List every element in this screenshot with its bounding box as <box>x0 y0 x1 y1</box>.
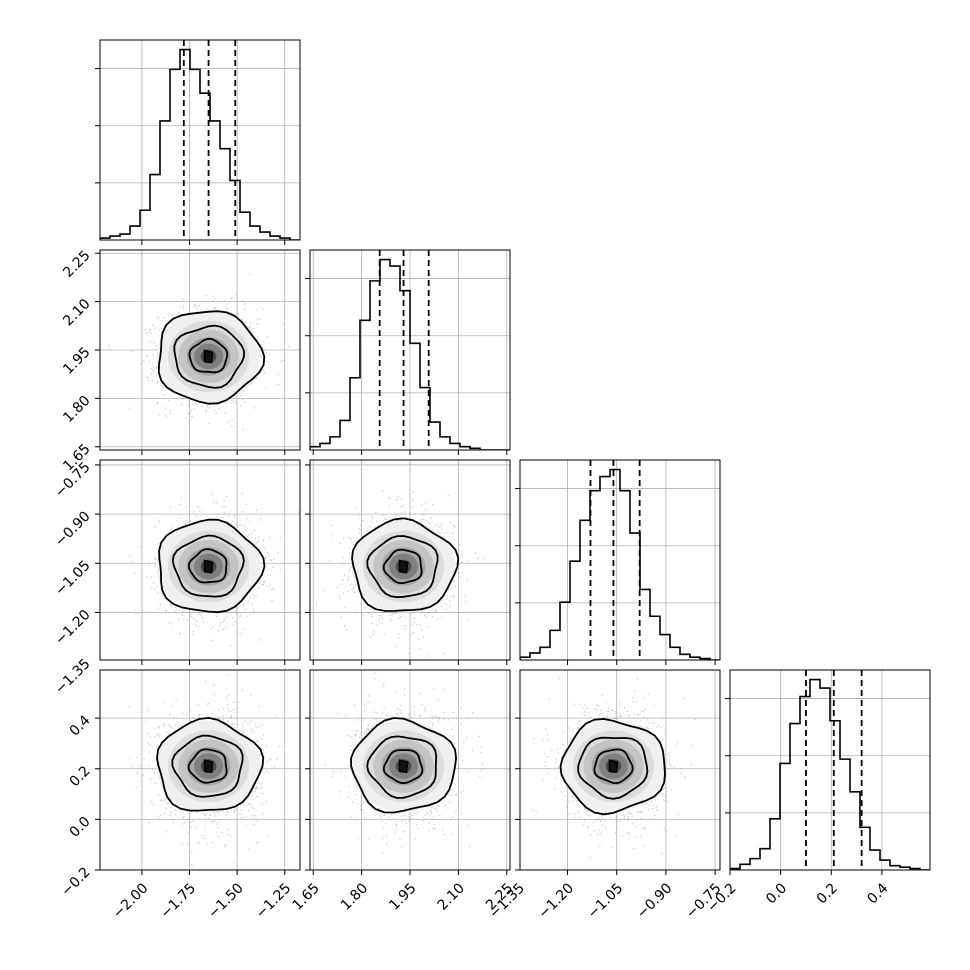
axes-frame <box>729 669 931 871</box>
x-tick-label: −1.05 <box>585 880 627 922</box>
x-tick-label: 1.65 <box>289 880 322 913</box>
panel-2-0 <box>95 459 301 665</box>
panel-1-0 <box>95 249 301 455</box>
x-tick-label: −1.50 <box>205 880 247 922</box>
contour-line <box>158 518 266 614</box>
scatter-points <box>108 273 290 450</box>
grid <box>100 460 300 660</box>
y-tick-label: −0.90 <box>52 508 94 550</box>
contour-line <box>577 736 649 800</box>
x-tick-label: 0.2 <box>814 880 841 907</box>
axes-frame <box>519 459 721 661</box>
axes-frame <box>99 459 301 661</box>
contour-line <box>157 310 266 405</box>
contour-core <box>203 759 214 774</box>
y-tick-label: 1.80 <box>60 393 93 426</box>
x-tick-label: −2.00 <box>110 880 152 922</box>
y-tick-label: 0.4 <box>67 712 94 739</box>
contour-line <box>171 734 244 798</box>
panel-1-1 <box>305 249 511 455</box>
contour-line <box>351 517 460 612</box>
y-tick-label: 0.2 <box>67 763 94 790</box>
contour-line <box>559 718 666 816</box>
contour-line <box>173 324 245 389</box>
contour-line <box>382 548 423 585</box>
contour-line <box>593 748 634 785</box>
panel-3-0 <box>95 669 301 875</box>
contour-core <box>203 349 214 364</box>
contour-line <box>382 749 424 785</box>
x-tick-label: 1.95 <box>386 880 419 913</box>
y-tick-label: 0.0 <box>67 814 94 841</box>
panel-3-1 <box>305 669 511 875</box>
y-tick-label: 2.10 <box>60 296 93 329</box>
x-tick-label: −0.90 <box>634 880 676 922</box>
axes-frame <box>519 669 721 871</box>
panel-2-1 <box>305 459 511 665</box>
contour-line <box>187 548 228 584</box>
axes-frame <box>99 669 301 871</box>
contour-line <box>366 535 439 599</box>
axes-frame <box>99 39 301 241</box>
contour-core <box>398 559 409 574</box>
y-tick-label: 1.95 <box>60 344 93 377</box>
histogram-step <box>520 468 720 660</box>
x-tick-label: 1.80 <box>338 880 371 913</box>
y-tick-label: −1.20 <box>52 607 94 649</box>
panel-0-0 <box>95 39 301 245</box>
panel-3-3 <box>725 669 931 875</box>
contour-line <box>366 735 438 799</box>
y-tick-label: −0.2 <box>58 864 93 899</box>
contour-line <box>188 337 229 374</box>
panel-3-2 <box>515 669 721 875</box>
contour-line <box>187 748 228 784</box>
scatter-points <box>129 493 300 647</box>
x-tick-label: −1.25 <box>253 880 295 922</box>
contour-core <box>203 559 214 574</box>
x-tick-label: 0.4 <box>864 880 891 907</box>
grid <box>730 670 930 870</box>
x-tick-label: 0.0 <box>763 880 790 907</box>
contour-core <box>608 759 619 774</box>
x-tick-label: 2.10 <box>435 880 468 913</box>
histogram-step <box>310 258 510 450</box>
contour-line <box>156 716 265 812</box>
contour-line <box>171 534 245 598</box>
grid <box>100 40 300 240</box>
histogram-step <box>100 48 300 240</box>
contour-line <box>350 717 458 814</box>
y-tick-label: −1.35 <box>52 656 94 698</box>
x-tick-label: −1.75 <box>157 880 199 922</box>
histogram-step <box>730 678 930 870</box>
y-tick-label: −1.05 <box>52 558 94 600</box>
contour-core <box>398 759 409 774</box>
panel-2-2 <box>515 459 721 665</box>
x-tick-label: −1.20 <box>536 880 578 922</box>
y-tick-label: 2.25 <box>60 248 93 281</box>
